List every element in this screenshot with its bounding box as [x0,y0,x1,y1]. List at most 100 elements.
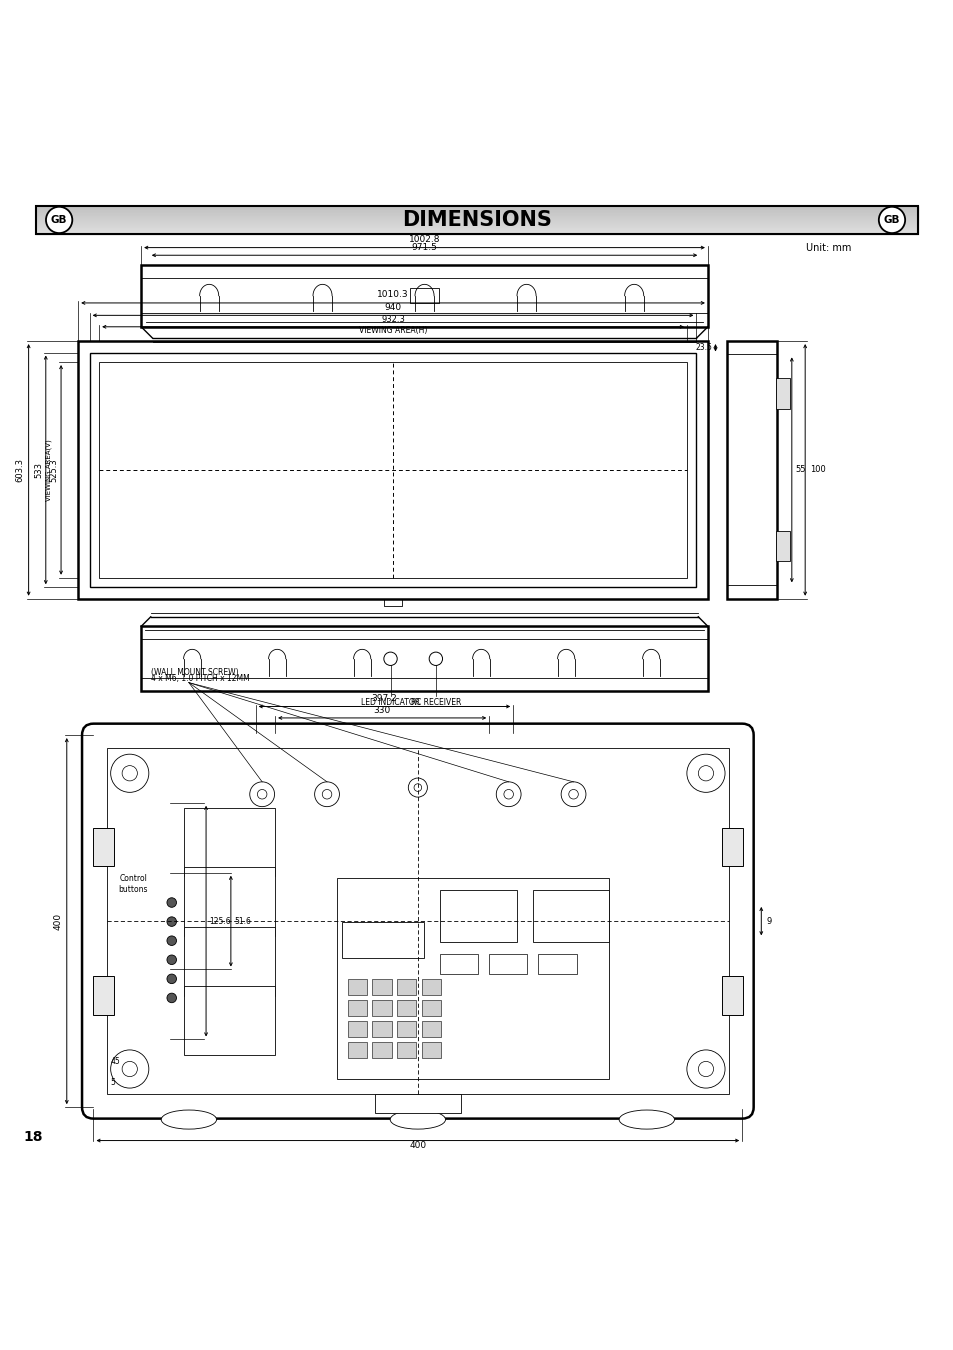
Circle shape [322,790,332,799]
Text: 4 x M6, 1.0 PITCH x 12MM: 4 x M6, 1.0 PITCH x 12MM [151,674,250,683]
Bar [410,288,438,304]
Circle shape [167,936,176,945]
Bar [775,531,789,562]
Bar [184,867,274,936]
Bar [721,976,742,1015]
Bar [533,890,609,942]
Bar [421,979,440,995]
Text: 971.5: 971.5 [411,243,437,252]
Text: 45: 45 [111,1057,120,1066]
Circle shape [686,1050,724,1088]
Bar [184,927,274,995]
Bar [342,922,423,958]
Bar [726,342,776,598]
Text: GB: GB [882,215,900,225]
Text: 330: 330 [374,706,391,716]
Text: DIMENSIONS: DIMENSIONS [401,211,552,230]
Text: 18: 18 [24,1130,43,1145]
Text: 23.5: 23.5 [695,343,712,352]
Bar [141,626,707,691]
Bar [372,1021,391,1037]
Circle shape [408,778,427,796]
Bar [537,954,576,975]
Bar [440,890,516,942]
Bar [92,976,113,1015]
Text: (WALL MOUNT SCREW): (WALL MOUNT SCREW) [151,668,238,676]
Bar [347,1042,366,1058]
Circle shape [111,755,149,792]
Text: VIEWING AREA(H): VIEWING AREA(H) [358,325,427,335]
Text: VIEWING AREA(V): VIEWING AREA(V) [45,439,51,501]
Bar [721,828,742,865]
Circle shape [408,1045,427,1064]
Bar [347,979,366,995]
Ellipse shape [390,1110,445,1129]
Circle shape [253,1026,272,1045]
Text: 940: 940 [384,304,401,312]
Circle shape [414,784,421,791]
Bar [440,954,478,975]
Bar [372,1000,391,1017]
Bar [375,1094,460,1112]
Bar [372,1042,391,1058]
Text: 400: 400 [54,913,63,930]
Bar [336,878,609,1079]
Text: 5: 5 [111,1077,115,1087]
Text: 932.3: 932.3 [380,315,405,324]
Bar [90,352,696,587]
Text: LED INDICATOR: LED INDICATOR [360,698,419,707]
Circle shape [111,1050,149,1088]
Bar [396,1021,416,1037]
Bar [775,378,789,409]
Text: 603.3: 603.3 [16,458,25,482]
Circle shape [167,898,176,907]
Bar [107,748,728,1094]
Bar [347,1021,366,1037]
Bar [421,1000,440,1017]
Circle shape [496,782,520,807]
Circle shape [167,994,176,1003]
Bar [489,954,527,975]
Bar [396,1000,416,1017]
Ellipse shape [161,1110,216,1129]
Bar [184,807,274,876]
Bar [92,828,113,865]
Text: 397.2: 397.2 [371,694,396,702]
Circle shape [167,975,176,984]
Circle shape [414,1050,421,1058]
Circle shape [383,652,396,666]
Circle shape [257,790,267,799]
Bar [396,1042,416,1058]
Text: 533: 533 [34,462,43,478]
Bar [421,1042,440,1058]
Circle shape [167,917,176,926]
Bar [99,362,686,578]
Text: 125.6: 125.6 [209,917,231,926]
Circle shape [167,954,176,964]
Bar [141,265,707,327]
Text: Control
buttons: Control buttons [118,875,148,894]
Text: 9: 9 [765,917,771,926]
Circle shape [569,1031,577,1040]
Bar [421,1021,440,1037]
Circle shape [698,1061,713,1077]
Text: 100: 100 [809,466,825,474]
Bar [372,979,391,995]
Text: 400: 400 [409,1141,426,1150]
Circle shape [250,782,274,807]
Bar [78,342,707,598]
Circle shape [258,1031,266,1040]
Circle shape [563,1026,582,1045]
Bar [347,1000,366,1017]
Circle shape [122,765,137,780]
Circle shape [314,782,339,807]
Circle shape [698,765,713,780]
Circle shape [686,755,724,792]
Text: GB: GB [51,215,68,225]
Text: 1002.8: 1002.8 [408,235,440,244]
Text: RC RECEIVER: RC RECEIVER [410,698,460,707]
Text: 525.3: 525.3 [50,458,58,482]
Circle shape [878,207,904,234]
Bar [396,979,416,995]
Bar [184,987,274,1056]
